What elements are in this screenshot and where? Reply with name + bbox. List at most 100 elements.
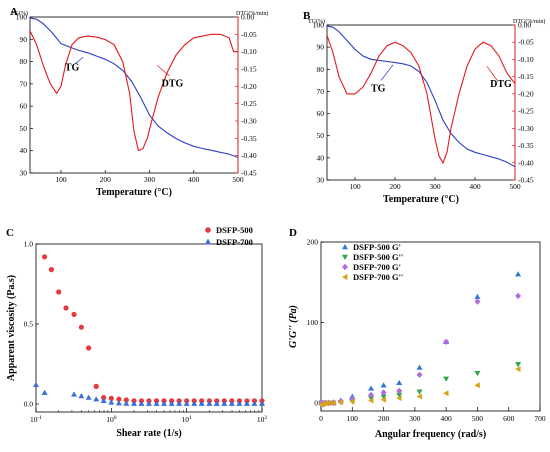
y-axis-label: G'G'' (Pa) <box>288 305 299 348</box>
legend-marker <box>204 238 212 245</box>
panel-letter: C <box>6 227 14 239</box>
data-point <box>416 371 423 378</box>
y-left-label: TG(%) <box>308 18 325 25</box>
y-left-tick-label: 100 <box>16 13 28 22</box>
data-point <box>213 400 220 406</box>
data-point <box>48 267 54 273</box>
legend-marker <box>205 227 211 233</box>
data-point <box>85 394 92 400</box>
data-point <box>325 399 332 406</box>
legend-label: DSFP-700 G'' <box>353 272 403 282</box>
series-line-dtg <box>326 35 516 165</box>
data-point <box>396 395 402 402</box>
data-point <box>108 399 115 405</box>
y-right-tick-label: -0.45 <box>241 169 257 178</box>
x-tick-label: 100 <box>349 182 361 191</box>
y-left-tick-label: 30 <box>20 169 28 178</box>
data-point <box>380 382 387 388</box>
data-point <box>206 400 213 406</box>
data-point <box>251 400 258 406</box>
y-right-tick-label: -0.40 <box>241 151 257 160</box>
plot-frame <box>326 24 516 181</box>
legend-marker <box>342 244 348 250</box>
x-tick-label: 500 <box>472 414 484 423</box>
data-point <box>93 383 99 389</box>
series-line-tg <box>29 17 239 158</box>
data-point <box>368 385 375 391</box>
y-right-tick-label: -0.20 <box>241 82 257 91</box>
x-tick-label: 400 <box>469 182 481 191</box>
data-point <box>416 364 423 370</box>
y-right-tick-label: -0.45 <box>518 176 534 185</box>
data-point <box>93 396 100 402</box>
data-point <box>474 298 481 305</box>
data-point <box>108 395 114 401</box>
y-left-tick-label: 70 <box>317 87 325 96</box>
y-right-label: DTG(%/min) <box>236 10 268 17</box>
data-point <box>380 389 387 396</box>
data-point <box>228 400 235 406</box>
y-tick-label: 0.0 <box>24 400 34 409</box>
y-right-tick-label: -0.15 <box>518 72 534 81</box>
y-tick-label: 1.0 <box>24 240 34 249</box>
y-tick-label: 200 <box>307 238 319 247</box>
y-right-tick-label: -0.30 <box>241 117 257 126</box>
data-point <box>515 271 522 277</box>
data-point <box>41 254 48 260</box>
data-point <box>474 293 481 299</box>
y-left-tick-label: 60 <box>20 102 28 111</box>
y-left-tick-label: 50 <box>20 124 28 133</box>
y-left-tick-label: 100 <box>313 21 325 30</box>
data-point <box>396 379 403 386</box>
data-point <box>138 400 145 406</box>
data-point <box>443 390 449 397</box>
plot-frame <box>35 243 263 413</box>
data-point <box>33 381 39 387</box>
panel-letter: D <box>289 227 297 239</box>
y-axis-label: Apparent viscosity (Pa.s) <box>6 275 17 381</box>
x-tick-label: 600 <box>503 414 515 423</box>
data-point <box>101 395 107 401</box>
y-right-label: DTG(%/min) <box>513 18 545 25</box>
y-right-tick-label: -0.35 <box>518 141 534 150</box>
y-tick-label: 100 <box>307 318 319 327</box>
data-point <box>396 387 403 395</box>
data-point <box>131 400 138 406</box>
data-point <box>380 394 387 400</box>
legend-marker <box>342 274 348 280</box>
x-tick-label: 100 <box>106 415 117 424</box>
x-axis-label: Temperature (°C) <box>96 187 172 198</box>
plot-frame <box>320 241 541 412</box>
data-point <box>191 400 198 406</box>
y-left-tick-label: 80 <box>317 65 325 74</box>
data-point <box>349 398 355 405</box>
y-right-tick-label: -0.10 <box>241 47 257 56</box>
data-point <box>443 376 450 382</box>
y-right-tick-label: -0.15 <box>241 65 257 74</box>
y-left-tick-label: 60 <box>317 109 325 118</box>
data-point <box>63 305 69 311</box>
x-tick-label: 500 <box>509 182 521 191</box>
x-tick-label: 100 <box>347 414 359 423</box>
legend-label: DSFP-700 G' <box>353 262 401 272</box>
x-tick-label: 300 <box>409 414 421 423</box>
x-axis-label: Angular frequency (rad/s) <box>375 429 486 440</box>
x-tick-label: 10-1 <box>30 415 42 424</box>
y-tick-label: 0 <box>314 398 318 407</box>
dtg-arrow <box>157 65 170 77</box>
tg-annotation: TG <box>371 83 386 94</box>
data-point <box>474 382 480 389</box>
x-tick-label: 400 <box>188 175 200 184</box>
data-point <box>123 397 129 403</box>
data-point <box>183 400 190 406</box>
y-left-tick-label: 90 <box>20 35 28 44</box>
data-point <box>71 391 78 397</box>
data-point <box>153 400 160 406</box>
x-tick-label: 0 <box>319 414 323 423</box>
data-point <box>236 400 243 406</box>
x-tick-label: 200 <box>389 182 401 191</box>
data-point <box>161 400 168 406</box>
series-line-dtg <box>29 30 238 152</box>
x-tick-label: 300 <box>429 182 441 191</box>
